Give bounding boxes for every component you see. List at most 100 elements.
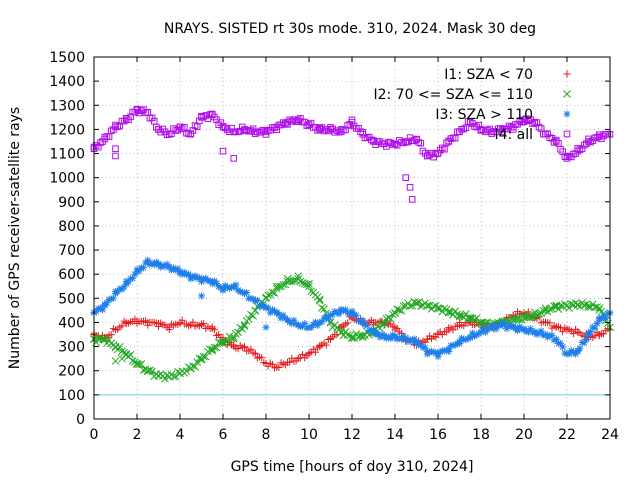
data-point (451, 341, 459, 349)
data-point (346, 121, 354, 128)
y-tick-label: 900 (58, 195, 85, 211)
data-point (370, 137, 377, 144)
data-point (374, 330, 382, 338)
data-point (333, 127, 341, 134)
data-point (505, 122, 513, 130)
data-point (161, 375, 169, 383)
data-point (410, 335, 418, 343)
data-point (473, 123, 480, 131)
data-point (165, 131, 173, 138)
x-tick-label: 20 (515, 427, 533, 443)
data-point (499, 320, 506, 328)
data-point (412, 299, 421, 308)
data-point (544, 130, 551, 137)
outliers (198, 292, 270, 331)
data-point (468, 329, 476, 337)
data-point (342, 126, 349, 134)
data-point (516, 117, 524, 125)
data-point (344, 309, 352, 317)
data-point (178, 125, 186, 132)
data-point (367, 316, 375, 324)
data-point (546, 319, 554, 327)
data-point (127, 113, 134, 121)
data-point (361, 321, 369, 329)
data-point (350, 311, 358, 319)
data-point (445, 348, 453, 356)
data-point (183, 129, 190, 137)
data-point (550, 302, 558, 311)
data-point (331, 129, 339, 136)
data-point (282, 120, 289, 128)
y-tick-label: 1100 (49, 147, 85, 163)
data-point (531, 119, 539, 127)
data-point (234, 328, 242, 337)
data-point (292, 118, 300, 126)
data-point (400, 332, 408, 340)
data-point (456, 340, 463, 348)
data-point (135, 360, 144, 369)
data-point (226, 128, 233, 135)
outlier-point (112, 152, 119, 160)
series-4 (90, 105, 614, 162)
data-point (434, 353, 442, 361)
data-point (514, 327, 522, 335)
data-point (301, 320, 309, 328)
x-tick-label: 4 (176, 427, 185, 443)
data-point (107, 295, 115, 303)
data-point (464, 118, 472, 125)
data-point (105, 336, 113, 344)
data-point (550, 139, 558, 146)
data-point (318, 124, 326, 131)
data-point (545, 305, 554, 313)
data-point (318, 318, 326, 326)
x-tick-label: 14 (386, 427, 404, 443)
data-point (546, 134, 554, 142)
data-point (400, 139, 407, 147)
data-point (569, 329, 577, 337)
data-point (413, 340, 420, 348)
data-point (604, 130, 612, 138)
data-point (297, 115, 304, 122)
y-tick-label: 1300 (49, 98, 85, 114)
data-point (344, 319, 352, 327)
data-point (509, 126, 517, 133)
data-point (432, 333, 440, 341)
data-point (196, 117, 203, 125)
outlier-point (219, 147, 227, 155)
y-tick-label: 100 (58, 388, 85, 404)
x-tick-label: 16 (429, 427, 447, 443)
data-point (517, 315, 526, 324)
data-point (393, 324, 401, 332)
data-point (490, 321, 498, 329)
data-point (99, 306, 107, 314)
data-point (281, 280, 290, 289)
outlier-point (402, 174, 410, 181)
data-point (107, 127, 115, 135)
data-point (535, 123, 543, 131)
data-point (182, 367, 191, 376)
data-point (324, 315, 332, 323)
data-point (471, 332, 479, 340)
data-point (112, 121, 119, 129)
outlier-point (230, 155, 238, 162)
data-point (565, 350, 573, 358)
data-point (479, 126, 487, 134)
data-point (584, 303, 593, 312)
data-point (115, 342, 124, 351)
data-point (464, 335, 472, 343)
data-point (223, 336, 232, 345)
y-tick-label: 200 (58, 364, 85, 380)
data-point (582, 336, 590, 344)
data-point (554, 305, 563, 314)
y-tick-label: 1400 (49, 74, 85, 90)
data-point (423, 301, 432, 310)
data-point (398, 138, 405, 146)
data-point (537, 125, 545, 132)
data-point (148, 114, 156, 122)
data-point (559, 328, 567, 336)
data-point (247, 345, 255, 353)
data-point (95, 143, 102, 151)
data-point (287, 277, 296, 286)
data-point (466, 119, 474, 126)
data-point (428, 149, 435, 157)
